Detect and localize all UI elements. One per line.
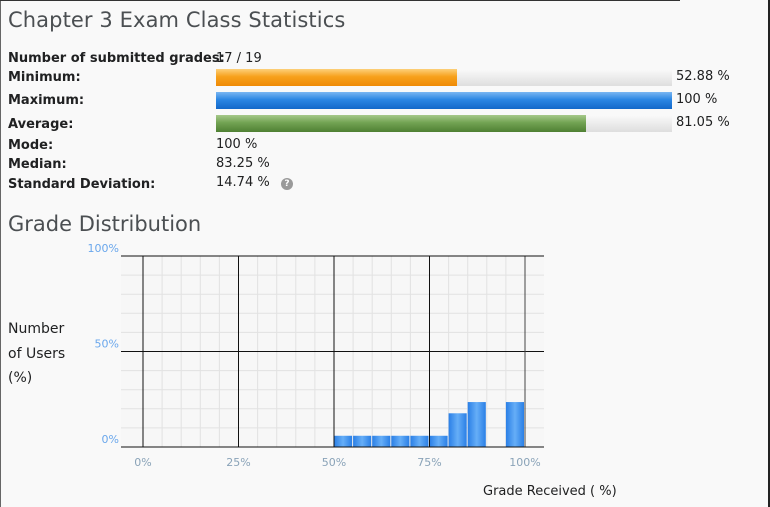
std-dev-label: Standard Deviation: [8, 177, 156, 192]
histogram-bar [353, 435, 372, 447]
submitted-label: Number of submitted grades: [8, 51, 225, 66]
help-icon[interactable]: ? [281, 178, 293, 190]
maximum-bar [216, 92, 672, 109]
grade-distribution-title: Grade Distribution [8, 212, 202, 236]
y-tick-label: 100% [88, 242, 119, 255]
average-label: Average: [8, 117, 74, 132]
x-tick-label: 50% [322, 456, 346, 469]
histogram-bar [334, 435, 353, 447]
x-tick-label: 100% [509, 456, 540, 469]
page-title: Chapter 3 Exam Class Statistics [8, 8, 346, 32]
histogram-bar [372, 435, 391, 447]
x-tick-label: 25% [226, 456, 250, 469]
submitted-value: 17 / 19 [216, 51, 262, 66]
mode-value: 100 % [216, 137, 258, 152]
histogram-bar [505, 402, 524, 447]
minimum-value: 52.88 % [676, 69, 730, 84]
minimum-bar [216, 69, 672, 86]
y-axis-label-line-3: (%) [8, 370, 33, 386]
histogram-bar [448, 413, 467, 447]
maximum-value: 100 % [676, 92, 718, 107]
minimum-label: Minimum: [8, 70, 81, 85]
mode-label: Mode: [8, 138, 54, 153]
median-label: Median: [8, 157, 67, 172]
frame-right-border [768, 0, 770, 507]
std-dev-value: 14.74 % [216, 175, 270, 190]
y-axis-label-line-2: of Users [8, 346, 66, 362]
minimum-bar-fill [216, 69, 458, 86]
x-tick-label: 75% [417, 456, 441, 469]
histogram-bar [429, 435, 448, 447]
frame-left-border [0, 0, 1, 507]
y-axis-label-line-1: Number [8, 321, 65, 337]
y-tick-label: 50% [95, 338, 119, 351]
histogram-bar [467, 402, 486, 447]
maximum-label: Maximum: [8, 93, 85, 108]
histogram-bar [410, 435, 429, 447]
frame-top-border [0, 0, 680, 1]
maximum-bar-fill [216, 92, 672, 109]
average-bar [216, 115, 672, 132]
average-bar-fill [216, 115, 586, 132]
average-value: 81.05 % [676, 115, 730, 130]
x-tick-label: 0% [134, 456, 151, 469]
x-axis-label: Grade Received ( %) [483, 484, 617, 499]
y-tick-label: 0% [102, 433, 119, 446]
histogram-bar [391, 435, 410, 447]
median-value: 83.25 % [216, 156, 270, 171]
